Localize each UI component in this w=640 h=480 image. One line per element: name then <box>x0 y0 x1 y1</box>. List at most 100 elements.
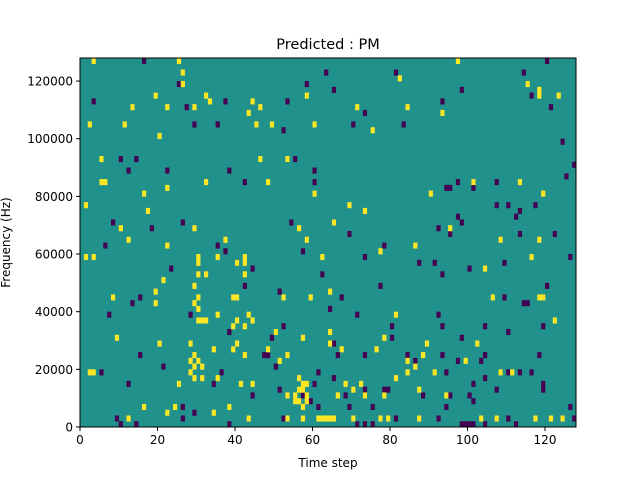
heatmap-cell-low <box>529 369 534 376</box>
heatmap-cell-high <box>196 294 201 301</box>
heatmap-cell-low <box>180 219 185 226</box>
heatmap-cell-high <box>196 357 201 364</box>
heatmap-cell-high <box>351 415 356 422</box>
heatmap-cell-low <box>506 202 511 209</box>
heatmap-cell-low <box>440 271 445 278</box>
heatmap-cell-high <box>297 375 302 382</box>
heatmap-cell-high <box>153 288 158 295</box>
heatmap-cell-high <box>176 380 182 387</box>
heatmap-cell-low <box>324 69 329 76</box>
heatmap-cell-low <box>494 179 499 186</box>
heatmap-cell-high <box>192 104 197 111</box>
heatmap-cell-high <box>242 352 247 359</box>
heatmap-cell-high <box>304 392 309 399</box>
heatmap-cell-high <box>87 369 92 376</box>
heatmap-cell-high <box>359 380 364 387</box>
heatmap-cell-high <box>455 58 461 65</box>
heatmap-cell-low <box>471 398 476 405</box>
heatmap-cell-high <box>448 225 453 232</box>
heatmap-cell-low <box>331 340 337 347</box>
heatmap-cell-high <box>231 346 236 353</box>
heatmap-cell-high <box>223 236 228 243</box>
heatmap-cell-low <box>277 386 282 393</box>
heatmap-cell-low <box>281 323 286 330</box>
heatmap-cell-high <box>235 340 240 347</box>
heatmap-cell-high <box>397 75 402 82</box>
heatmap-cell-high <box>211 409 216 416</box>
heatmap-cell-high <box>200 375 205 382</box>
heatmap-cell-high <box>153 92 158 99</box>
y-tick-label: 40000 <box>35 305 73 319</box>
heatmap-cell-low <box>316 403 321 411</box>
heatmap-cell-low <box>347 230 352 238</box>
heatmap-cell-low <box>405 352 410 359</box>
heatmap-cell-low <box>176 81 182 88</box>
heatmap-cell-high <box>192 352 197 359</box>
heatmap-cell-low <box>393 69 399 76</box>
heatmap-cell-high <box>180 69 185 76</box>
heatmap-cell-high <box>242 254 247 261</box>
heatmap-cell-high <box>510 369 515 376</box>
heatmap-cell-high <box>362 207 368 214</box>
heatmap-cell-high <box>196 317 201 324</box>
heatmap-cell-low <box>393 415 399 422</box>
heatmap-cell-high <box>331 415 337 422</box>
heatmap-cell-low <box>262 352 267 359</box>
heatmap-cell-low <box>444 369 449 376</box>
heatmap-cell-low <box>382 242 387 249</box>
heatmap-cell-low <box>479 357 484 364</box>
heatmap-cell-low <box>134 156 139 163</box>
heatmap-cell-high <box>320 254 325 261</box>
heatmap-cell-high <box>188 340 193 347</box>
heatmap-cell-high <box>285 156 290 163</box>
heatmap-cell-low <box>277 288 282 295</box>
heatmap-cell-high <box>126 415 131 422</box>
y-tick-label: 20000 <box>35 363 73 377</box>
heatmap-cell-high <box>413 242 418 249</box>
heatmap-cell-low <box>444 403 449 411</box>
heatmap-cell-high <box>145 207 151 214</box>
y-tick-label: 120000 <box>27 75 73 89</box>
heatmap-cell-high <box>417 386 422 393</box>
heatmap-cell-high <box>328 288 333 295</box>
heatmap-cell-low <box>227 167 232 174</box>
heatmap-cell-low <box>502 294 507 301</box>
heatmap-cell-low <box>514 421 519 428</box>
x-tick-label: 0 <box>76 433 84 447</box>
heatmap-cell-low <box>312 380 317 387</box>
heatmap-cell-low <box>525 300 530 307</box>
heatmap-cell-low <box>242 282 247 289</box>
heatmap-cell-low <box>533 202 538 209</box>
heatmap-cell-low <box>455 179 461 186</box>
heatmap-cell-high <box>99 156 104 163</box>
heatmap-cell-high <box>204 92 209 99</box>
heatmap-cell-low <box>440 323 445 330</box>
heatmap-cell-high <box>529 254 534 261</box>
heatmap-cell-low <box>281 415 286 422</box>
heatmap-cells <box>83 58 577 428</box>
heatmap-cell-low <box>506 328 511 336</box>
heatmap-cell-high <box>308 294 313 301</box>
heatmap-cell-low <box>471 184 476 191</box>
heatmap-cell-high <box>269 121 275 128</box>
heatmap-cell-high <box>258 156 263 163</box>
heatmap-cell-low <box>483 421 488 428</box>
heatmap-cell-low <box>223 98 228 105</box>
heatmap-cell-low <box>545 282 550 289</box>
heatmap-cell-high <box>351 386 356 393</box>
heatmap-cell-low <box>467 392 472 399</box>
heatmap-cell-high <box>382 392 387 399</box>
heatmap-cell-high <box>374 346 379 353</box>
heatmap-cell-low <box>362 421 368 428</box>
heatmap-cell-low <box>192 409 197 416</box>
heatmap-cell-low <box>421 392 426 399</box>
heatmap-cell-low <box>455 213 461 220</box>
heatmap-cell-high <box>215 311 220 318</box>
heatmap-cell-high <box>300 403 306 411</box>
heatmap-cell-low <box>448 230 453 238</box>
heatmap-cell-high <box>235 259 240 266</box>
heatmap-cell-high <box>320 415 325 422</box>
heatmap-cell-low <box>448 184 453 191</box>
heatmap-cell-high <box>300 386 306 393</box>
heatmap-cell-low <box>118 421 123 428</box>
